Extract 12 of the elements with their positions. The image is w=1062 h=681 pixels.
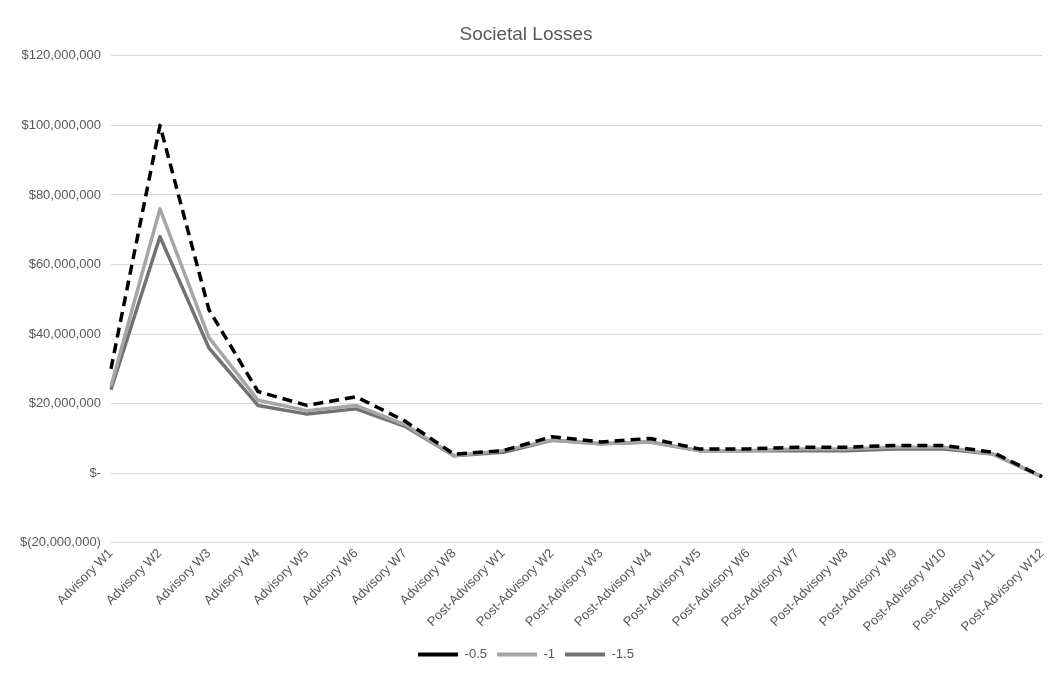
y-tick-label: $80,000,000 — [28, 186, 101, 202]
chart-title: Societal Losses — [459, 22, 593, 44]
y-tick-label: $120,000,000 — [21, 47, 101, 63]
y-tick-label: $100,000,000 — [21, 116, 101, 132]
y-tick-label: $- — [89, 464, 101, 480]
legend-label: -1.5 — [611, 646, 634, 662]
y-tick-label: $20,000,000 — [28, 395, 101, 411]
legend-label: -1 — [543, 646, 556, 662]
legend-label: -0.5 — [464, 646, 487, 662]
y-tick-label: $(20,000,000) — [20, 534, 101, 550]
y-tick-label: $60,000,000 — [28, 256, 101, 272]
y-tick-label: $40,000,000 — [28, 325, 101, 341]
